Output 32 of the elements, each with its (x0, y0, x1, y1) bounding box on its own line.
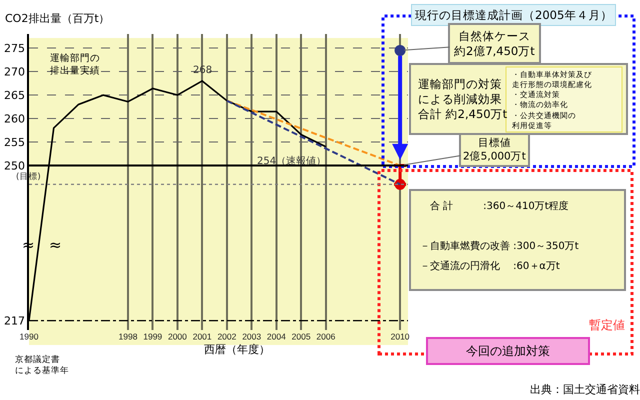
x-tick-label: 2002 (217, 332, 237, 342)
text: 暫定値 (589, 318, 625, 332)
source-note: 出典：国土交通省資料 (530, 383, 640, 396)
y-tick-label: 265 (4, 88, 26, 102)
y-tick-label: 250 (4, 159, 26, 172)
x-tick-label: 1990 (20, 332, 39, 342)
x-tick-label: 2004 (266, 332, 286, 342)
text: 京都議定書による基準年 (15, 354, 69, 376)
y-tick-label: 270 (4, 65, 26, 78)
text: 今回の追加対策 (466, 344, 550, 358)
y-tick-label: 255 (4, 136, 26, 149)
y-tick-label: 217 (4, 314, 26, 328)
text: －交通流の円滑化 :60＋α万t (420, 260, 560, 272)
x-tick-label: 1998 (118, 332, 138, 342)
y-tick-label: 260 (4, 112, 26, 126)
text: 運輸部門の対策による削減効果合計 約2,450万t (418, 77, 508, 121)
x-tick-label: 2003 (242, 332, 262, 342)
y-axis-title: CO2排出量（百万t） (5, 12, 110, 25)
text: －自動車燃費の改善 :300～350万t (420, 240, 579, 252)
x-tick-label: 1999 (143, 332, 162, 342)
x-tick-label: 2000 (168, 332, 188, 342)
annotation: ≈ (49, 236, 62, 254)
annotation: 自然体ケース約2億7,450万t (454, 29, 536, 58)
annotation: 目標値2億5,000万t (463, 137, 526, 163)
x-tick-label: 2001 (192, 332, 212, 342)
x-tick-label: 2006 (316, 332, 336, 342)
y-tick-label: 275 (4, 42, 26, 55)
text: 合 計 :360～410万t程度 (430, 200, 569, 212)
text: 現行の目標達成計画（2005年４月） (415, 8, 612, 22)
x-axis-title: 西暦（年度） (204, 343, 270, 356)
x-tick-label: 2005 (292, 332, 311, 342)
x-tick-label: 2010 (390, 332, 410, 342)
